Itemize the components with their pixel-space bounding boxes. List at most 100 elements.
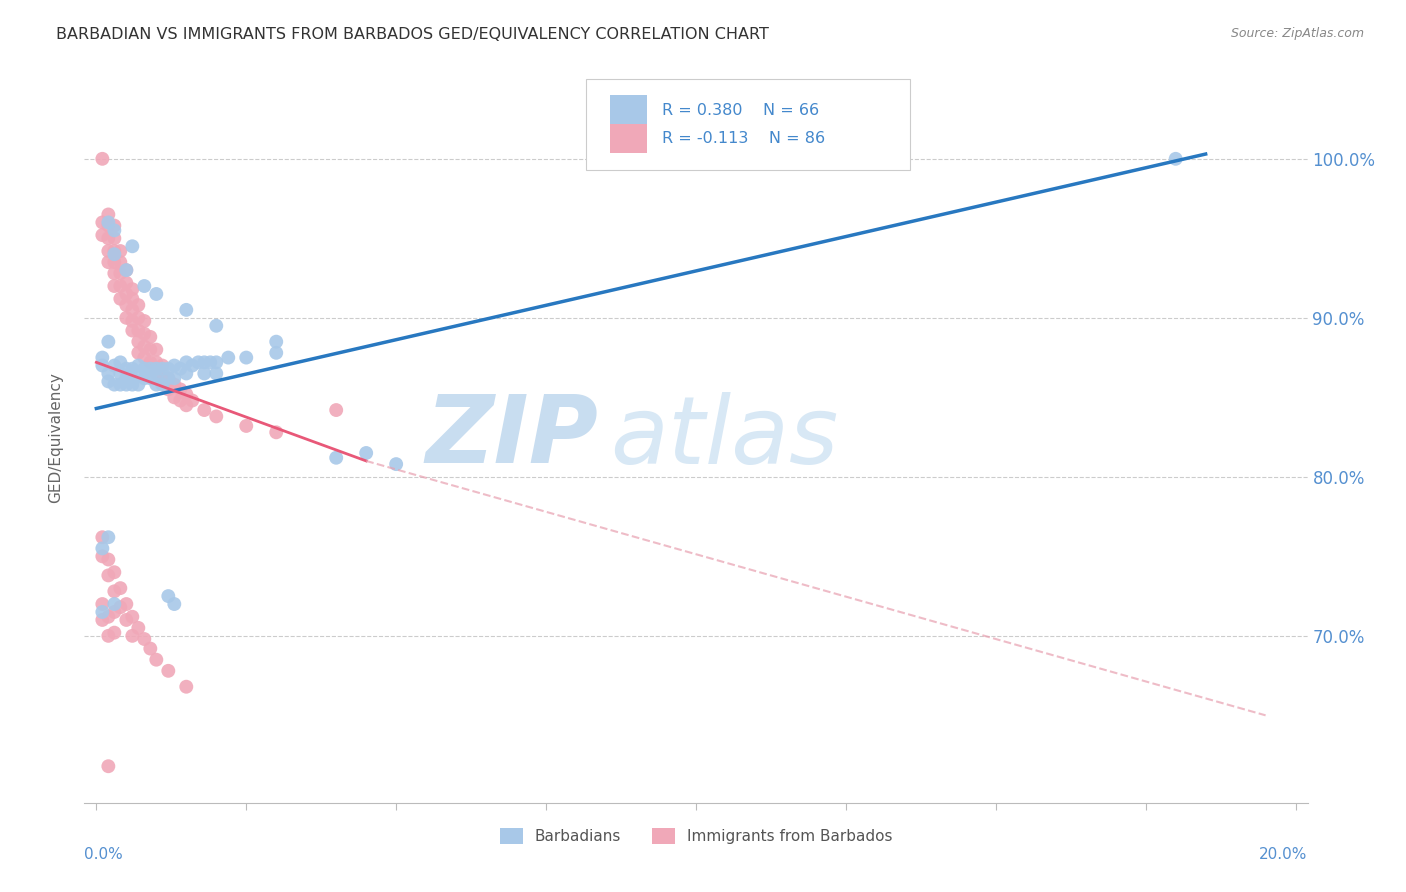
Point [110,377,132,392]
Point [139,355,162,369]
Point [145,367,167,381]
Point [205,409,228,424]
Point [139,361,162,376]
Point [163,390,186,404]
Point [145,653,167,667]
Point [115,613,138,627]
Point [127,334,149,349]
Point [205,318,228,333]
Point [103,605,125,619]
Point [121,239,143,253]
Point [97,215,120,229]
Point [145,371,167,385]
Point [145,343,167,357]
Point [115,287,138,301]
Bar [610,124,647,153]
Point [121,282,143,296]
Point [103,231,125,245]
Point [169,361,191,376]
Point [110,244,132,258]
Point [103,244,125,258]
Point [97,219,120,233]
Point [157,589,180,603]
Point [121,361,143,376]
Point [103,223,125,237]
Point [193,403,215,417]
Point [325,450,347,465]
Point [115,597,138,611]
Point [163,597,186,611]
Point [145,361,167,376]
Point [174,355,197,369]
Point [91,152,114,166]
Point [127,324,149,338]
Point [121,629,143,643]
Point [121,314,143,328]
Point [121,324,143,338]
Point [103,247,125,261]
Point [103,566,125,580]
Text: Source: ZipAtlas.com: Source: ZipAtlas.com [1230,27,1364,40]
Text: 0.0%: 0.0% [84,847,124,862]
Point [91,215,114,229]
Point [121,609,143,624]
Point [103,279,125,293]
Point [115,298,138,312]
Text: 20.0%: 20.0% [1260,847,1308,862]
Point [103,625,125,640]
Point [157,383,180,397]
Point [97,609,120,624]
Point [91,605,114,619]
Point [139,330,162,344]
Point [145,355,167,369]
Text: R = -0.113    N = 86: R = -0.113 N = 86 [662,131,825,146]
Point [97,255,120,269]
Point [103,584,125,599]
Point [127,367,149,381]
Point [97,244,120,258]
FancyBboxPatch shape [586,78,910,170]
Point [97,207,120,221]
Point [97,530,120,544]
Point [174,367,197,381]
Point [150,377,173,392]
Point [115,361,138,376]
Point [187,355,209,369]
Point [325,403,347,417]
Point [200,355,222,369]
Point [1164,152,1187,166]
Point [91,549,114,564]
Point [174,398,197,412]
Point [139,371,162,385]
Point [169,393,191,408]
Point [110,292,132,306]
Point [91,359,114,373]
Point [127,359,149,373]
Point [163,377,186,392]
Point [127,377,149,392]
Point [181,359,204,373]
Point [121,377,143,392]
Point [205,367,228,381]
Point [385,457,408,471]
Point [103,377,125,392]
Point [91,351,114,365]
Text: BARBADIAN VS IMMIGRANTS FROM BARBADOS GED/EQUIVALENCY CORRELATION CHART: BARBADIAN VS IMMIGRANTS FROM BARBADOS GE… [56,27,769,42]
Point [235,351,257,365]
Point [110,581,132,595]
Point [115,377,138,392]
Point [157,371,180,385]
Point [115,263,138,277]
Point [193,367,215,381]
Point [97,334,120,349]
Point [157,371,180,385]
Point [91,597,114,611]
Point [134,314,156,328]
Point [193,355,215,369]
Point [181,393,204,408]
Point [103,597,125,611]
Point [127,621,149,635]
Point [134,371,156,385]
Point [145,287,167,301]
Point [115,371,138,385]
